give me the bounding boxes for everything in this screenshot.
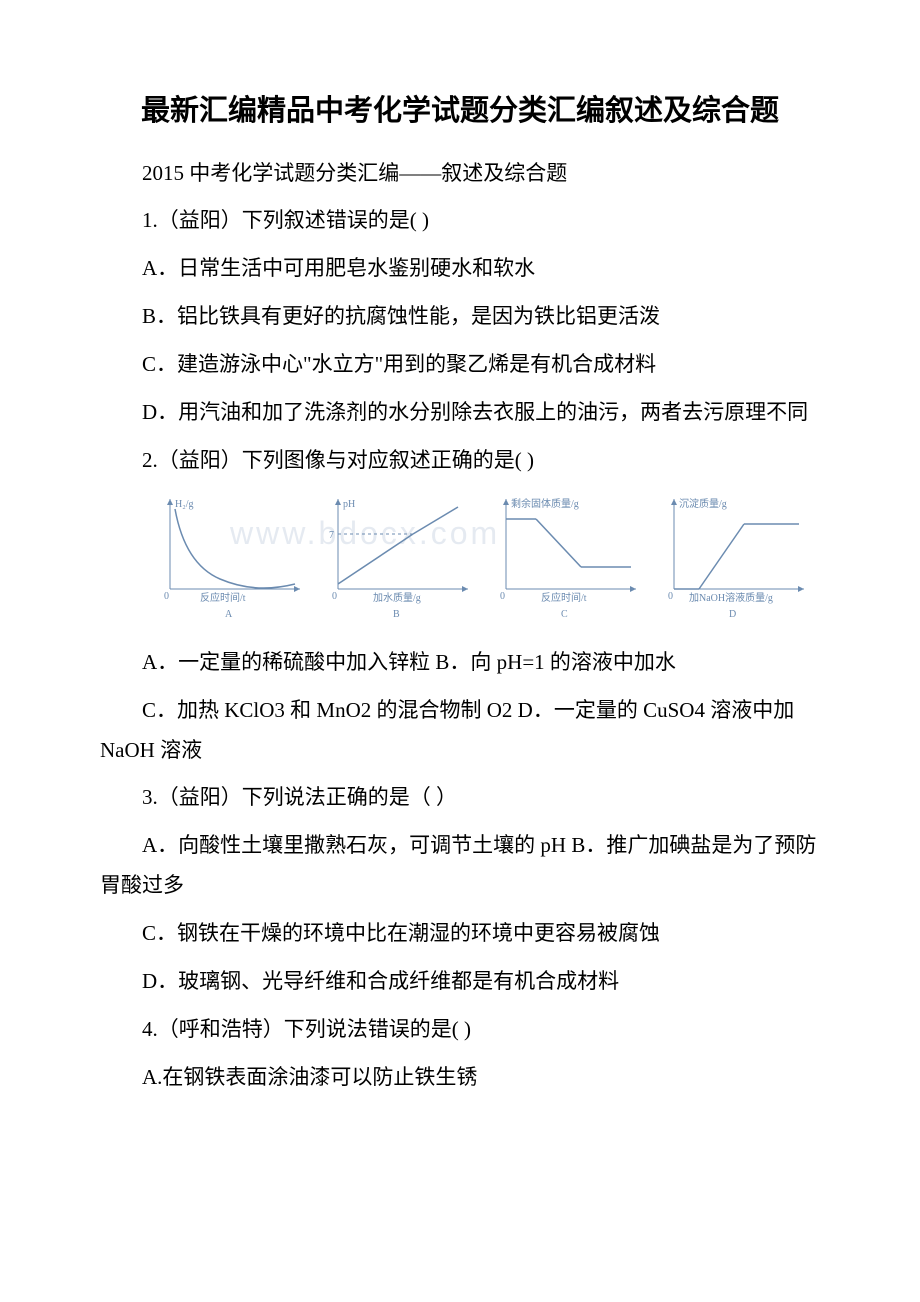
svg-text:0: 0 <box>668 591 673 602</box>
chart-b-label: B <box>393 609 400 619</box>
q4-option-a: A.在钢铁表面涂油漆可以防止铁生锈 <box>100 1058 820 1098</box>
q1-option-c: C．建造游泳中心"水立方"用到的聚乙烯是有机合成材料 <box>100 345 820 385</box>
chart-d-label: D <box>729 609 736 619</box>
chart-c-xlabel: 反应时间/t <box>541 591 587 604</box>
chart-c: 剩余固体质量/g 0 反应时间/t C <box>486 489 646 619</box>
chart-c-ylabel: 剩余固体质量/g <box>511 497 579 510</box>
chart-c-label: C <box>561 609 568 619</box>
q3-stem: 3.（益阳）下列说法正确的是（ ） <box>100 778 820 818</box>
q1-option-b: B．铝比铁具有更好的抗腐蚀性能，是因为铁比铝更活泼 <box>100 297 820 337</box>
charts-container: www.bdocx.com H₂/g 0 反应时间/t A pH 7 0 <box>150 489 820 619</box>
q3-option-c: C．钢铁在干燥的环境中比在潮湿的环境中更容易被腐蚀 <box>100 914 820 954</box>
chart-a: H₂/g 0 反应时间/t A <box>150 489 310 619</box>
chart-b-ytick: 7 <box>329 530 334 541</box>
subtitle: 2015 中考化学试题分类汇编——叙述及综合题 <box>100 154 820 194</box>
chart-d-ylabel: 沉淀质量/g <box>679 497 727 510</box>
q1-stem: 1.（益阳）下列叙述错误的是( ) <box>100 201 820 241</box>
chart-b-ylabel: pH <box>343 499 355 510</box>
q3-option-d: D．玻璃钢、光导纤维和合成纤维都是有机合成材料 <box>100 962 820 1002</box>
q1-option-d: D．用汽油和加了洗涤剂的水分别除去衣服上的油污，两者去污原理不同 <box>100 393 820 433</box>
q2-option-ab: A．一定量的稀硫酸中加入锌粒 B．向 pH=1 的溶液中加水 <box>100 643 820 683</box>
svg-text:0: 0 <box>332 591 337 602</box>
q4-stem: 4.（呼和浩特）下列说法错误的是( ) <box>100 1010 820 1050</box>
chart-b: pH 7 0 加水质量/g B <box>318 489 478 619</box>
chart-b-xlabel: 加水质量/g <box>373 592 421 604</box>
chart-a-ylabel: H₂/g <box>175 499 194 510</box>
chart-d: 沉淀质量/g 0 加NaOH溶液质量/g D <box>654 489 814 619</box>
chart-a-label: A <box>225 609 233 619</box>
document-title: 最新汇编精品中考化学试题分类汇编叙述及综合题 <box>100 90 820 134</box>
q1-option-a: A．日常生活中可用肥皂水鉴别硬水和软水 <box>100 249 820 289</box>
svg-text:0: 0 <box>500 591 505 602</box>
chart-d-xlabel: 加NaOH溶液质量/g <box>689 591 773 604</box>
svg-text:0: 0 <box>164 591 169 602</box>
chart-a-xlabel: 反应时间/t <box>200 591 246 604</box>
q3-option-ab: A．向酸性土壤里撒熟石灰，可调节土壤的 pH B．推广加碘盐是为了预防胃酸过多 <box>100 826 820 906</box>
q2-option-cd: C．加热 KClO3 和 MnO2 的混合物制 O2 D．一定量的 CuSO4 … <box>100 691 820 771</box>
q2-stem: 2.（益阳）下列图像与对应叙述正确的是( ) <box>100 441 820 481</box>
